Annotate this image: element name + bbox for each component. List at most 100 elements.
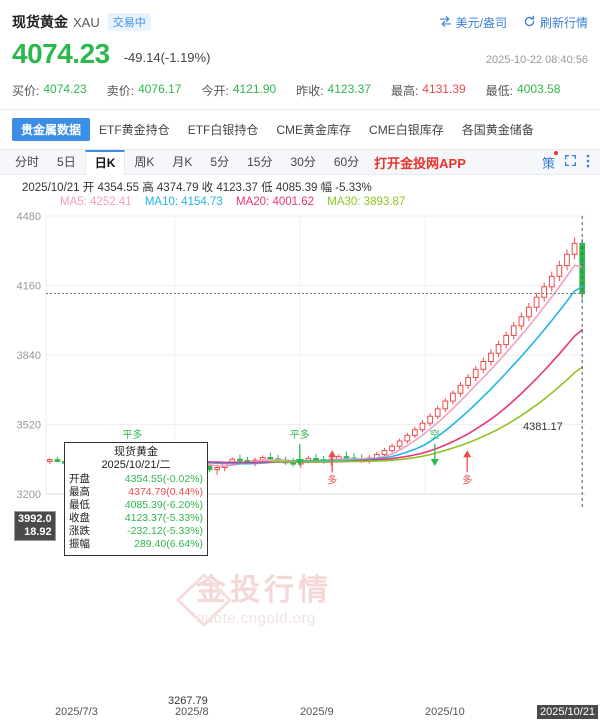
crosshair-price-label: 3992.0 18.92 bbox=[14, 511, 56, 541]
x-tick-1: 2025/8 bbox=[175, 706, 209, 718]
tooltip-value: 4123.37(-5.33%) bbox=[124, 512, 203, 524]
quote-item: 卖价: 4076.17 bbox=[107, 82, 182, 99]
quote-value: 4121.90 bbox=[232, 82, 277, 96]
quote-label: 昨收: bbox=[296, 84, 324, 98]
watermark: 金投行情 quote.cngold.org bbox=[175, 572, 332, 628]
candle bbox=[313, 457, 319, 461]
unit-switch-button[interactable]: 美元/盎司 bbox=[439, 14, 507, 31]
header-price: 4074.23 -49.14(-1.19%) 2025-10-22 08:40:… bbox=[0, 32, 600, 70]
quote-item: 今开: 4121.90 bbox=[201, 82, 276, 99]
tooltip-row: 振幅 289.40(6.64%) bbox=[69, 538, 203, 551]
period-toolbar: 分时 5日 日K 周K 月K 5分 15分 30分 60分 打开金投网APP 策 bbox=[0, 149, 600, 175]
strategy-icon[interactable]: 策 bbox=[542, 150, 558, 172]
period-4[interactable]: 月K bbox=[172, 154, 193, 169]
period-0[interactable]: 分时 bbox=[15, 154, 40, 169]
candle bbox=[389, 445, 395, 452]
tooltip-value: 4374.79(0.44%) bbox=[128, 486, 203, 498]
ma20-legend: MA20: 4001.62 bbox=[236, 196, 315, 208]
quote-label: 卖价: bbox=[106, 84, 135, 98]
candle bbox=[472, 368, 479, 379]
quote-item: 买价: 4074.23 bbox=[12, 82, 87, 99]
ma10-legend: MA10: 4154.73 bbox=[144, 196, 223, 208]
candle bbox=[541, 286, 548, 298]
candle bbox=[343, 456, 350, 459]
period-3[interactable]: 周K bbox=[134, 154, 155, 169]
candle bbox=[556, 265, 563, 277]
last-price: 4074.23 bbox=[12, 38, 110, 69]
signal-marker: 平多 bbox=[290, 428, 310, 467]
candle bbox=[465, 377, 471, 386]
tooltip-key: 开盘 bbox=[69, 473, 90, 485]
period-7[interactable]: 30分 bbox=[290, 154, 316, 169]
tooltip-key: 最高 bbox=[69, 486, 90, 498]
quote-item: 昨收: 4123.37 bbox=[296, 82, 371, 99]
status-badge: 交易中 bbox=[107, 13, 151, 31]
more-vertical-icon[interactable] bbox=[586, 154, 590, 171]
nav-tab-4[interactable]: CME白银库存 bbox=[369, 123, 444, 137]
quote-strip: 买价: 4074.23 卖价: 4076.17 今开: 4121.90 昨收: 4123.37… bbox=[0, 70, 600, 109]
symbol-code: XAU bbox=[73, 14, 100, 30]
tooltip-row: 收盘 4123.37(-5.33%) bbox=[69, 512, 203, 525]
nav-tab-2[interactable]: ETF白银持仓 bbox=[187, 123, 259, 137]
ma-line-5 bbox=[79, 264, 583, 467]
candle bbox=[526, 306, 532, 318]
nav-tab-0[interactable]: 贵金属数据 bbox=[12, 118, 91, 141]
crosshair-date-label: 2025/10/21 bbox=[537, 705, 599, 719]
ma5-legend: MA5: 4252.41 bbox=[60, 196, 132, 208]
swap-icon bbox=[439, 15, 452, 30]
ma30-legend: MA30: 3893.87 bbox=[327, 196, 406, 208]
period-5[interactable]: 5分 bbox=[210, 154, 230, 169]
candle bbox=[480, 361, 487, 370]
quote-label: 买价: bbox=[12, 84, 40, 98]
nav-tab-3[interactable]: CME黄金库存 bbox=[276, 123, 352, 137]
y-tick: 3520 bbox=[17, 420, 41, 432]
candle bbox=[434, 408, 441, 417]
nav-tab-5[interactable]: 各国黄金储备 bbox=[461, 123, 534, 137]
candle bbox=[396, 440, 403, 447]
signal-marker: 多 bbox=[462, 450, 472, 486]
header-top: 现货黄金 XAU 交易中 美元/盎司 刷新行情 bbox=[0, 0, 600, 32]
ma-legend: MA5: 4252.41 MA10: 4154.73 MA20: 4001.62… bbox=[0, 195, 600, 208]
candle bbox=[488, 352, 494, 363]
tooltip-key: 收盘 bbox=[69, 512, 90, 524]
x-axis: 2025/7/3 2025/8 2025/9 2025/10 bbox=[0, 704, 600, 723]
watermark-url: quote.cngold.org bbox=[196, 610, 316, 627]
quote-value: 4123.37 bbox=[327, 82, 371, 96]
tooltip-key: 振幅 bbox=[69, 538, 90, 550]
svg-text:空: 空 bbox=[430, 428, 440, 441]
candle bbox=[510, 325, 517, 336]
y-tick: 3840 bbox=[17, 350, 41, 362]
tooltip-title: 现货黄金 bbox=[114, 446, 158, 458]
period-1[interactable]: 5日 bbox=[57, 154, 76, 169]
candle bbox=[533, 296, 540, 308]
period-2[interactable]: 日K bbox=[84, 149, 126, 175]
refresh-button[interactable]: 刷新行情 bbox=[523, 14, 588, 31]
refresh-icon bbox=[523, 15, 536, 30]
period-6[interactable]: 15分 bbox=[247, 154, 273, 169]
period-low-label: 3267.79 bbox=[168, 695, 208, 707]
candle bbox=[54, 459, 61, 462]
open-app-cta[interactable]: 打开金投网APP bbox=[374, 155, 466, 171]
refresh-label: 刷新行情 bbox=[539, 15, 588, 30]
x-tick-3: 2025/10 bbox=[425, 706, 465, 718]
quote-label: 最高: bbox=[390, 84, 419, 98]
candlestick-chart[interactable]: 32003520384041604480平多多平多多空多 金投行情 quote.… bbox=[0, 208, 600, 719]
unit-label: 美元/盎司 bbox=[455, 15, 507, 30]
period-8[interactable]: 60分 bbox=[333, 154, 360, 169]
crosshair-secondary: 18.92 bbox=[24, 526, 52, 538]
candle bbox=[495, 344, 502, 354]
candle bbox=[237, 458, 243, 462]
watermark-text: 金投行情 bbox=[196, 574, 332, 607]
quote-item: 最高: 4131.39 bbox=[391, 82, 466, 99]
signal-marker: 多 bbox=[327, 450, 337, 486]
fullscreen-icon[interactable] bbox=[564, 154, 577, 170]
candle bbox=[290, 462, 297, 465]
candle bbox=[404, 434, 411, 442]
tooltip-key: 涨跌 bbox=[69, 525, 90, 537]
tooltip-key: 最低 bbox=[69, 499, 90, 511]
x-tick-0: 2025/7/3 bbox=[55, 706, 98, 718]
nav-tab-1[interactable]: ETF黄金持仓 bbox=[99, 123, 170, 137]
tooltip-value: 289.40(6.64%) bbox=[134, 538, 203, 550]
tooltip-row: 开盘 4354.55(-0.02%) bbox=[69, 473, 203, 486]
